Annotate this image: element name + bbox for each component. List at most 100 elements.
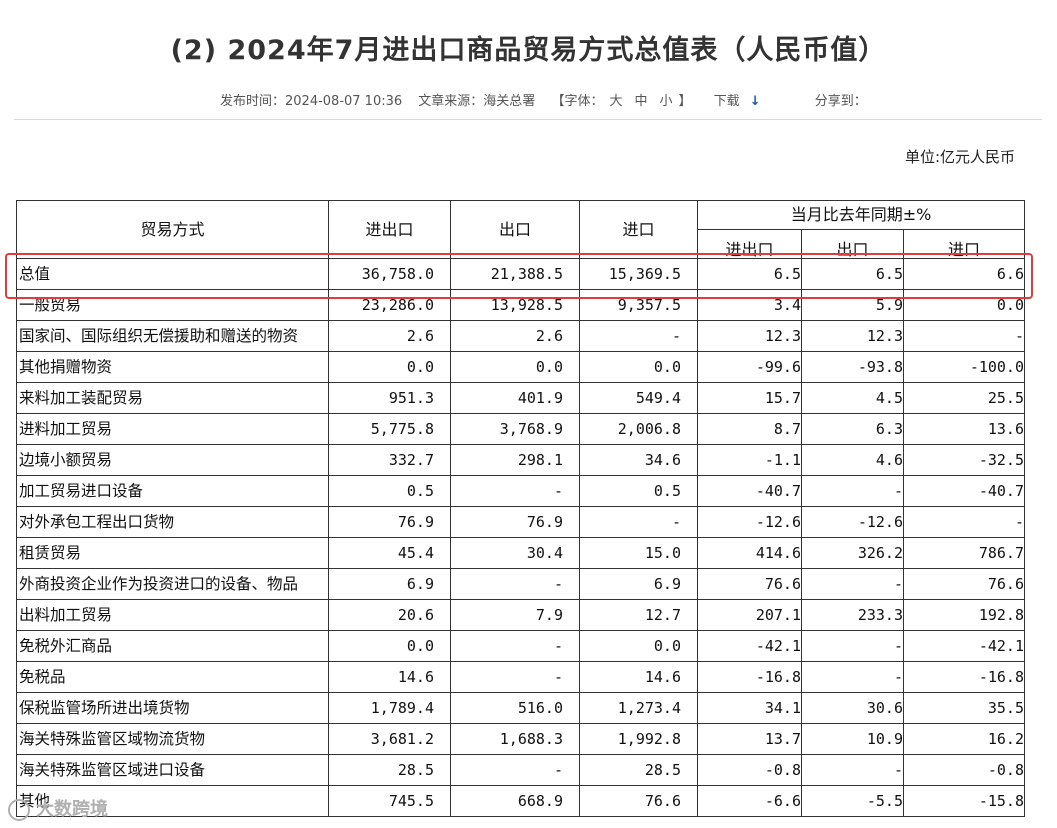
import-value: 0.0 [579,351,698,383]
table-row: 免税品 14.6-14.6 -16.8- -16.8 [16,661,1025,693]
yoy-import-value: 16.2 [903,723,1025,755]
table-row: 海关特殊监管区域物流货物 3,681.2 1,688.3 1,992.8 13.7 10.… [16,723,1025,755]
yoy-import-value: 13.6 [903,413,1025,445]
font-medium-link[interactable]: 中 [634,94,648,109]
yoy-import-value: - [903,320,1025,352]
yoy-export-value: 6.3 [801,413,904,445]
yoy-export-value: 12.3 [801,320,904,352]
trade-table: 贸易方式 进出口 出口 进口 当月比去年同期±% 进出口 出口 进口 总值 36,… [16,200,1025,817]
row-label: 加工贸易进口设备 [16,475,329,507]
yoy-total-value: -0.8 [697,754,802,786]
table-row: 出料加工贸易 20.6 7.9 12.7 207.1 233.3 192.8 [16,599,1025,631]
export-value: - [450,661,580,693]
export-value: 0.0 [450,351,580,383]
export-value: 1,688.3 [450,723,580,755]
total-value: 76.9 [328,506,451,538]
download-button[interactable]: 下载 ↓ [713,94,761,109]
highlight-box [5,253,1033,299]
header-trade-mode: 贸易方式 [16,200,329,259]
yoy-export-value: - [801,661,904,693]
yoy-export-value: - [801,475,904,507]
total-value: 14.6 [328,661,451,693]
yoy-import-value: - [903,506,1025,538]
header-export: 出口 [450,200,580,259]
table-row: 其他 745.5 668.9 76.6 -6.6 -5.5 -15.8 [16,785,1025,817]
yoy-import-value: -40.7 [903,475,1025,507]
export-value: 21,388.5 [450,258,580,290]
font-size-switcher: 【字体：大中小】 [551,94,692,109]
yoy-total-value: -40.7 [697,475,802,507]
font-small-link[interactable]: 小 [659,94,673,109]
publish-time: 发布时间：2024-08-07 10:36 [220,94,403,109]
row-label: 免税外汇商品 [16,630,329,662]
header-yoy: 当月比去年同期±% [697,200,1025,230]
import-value: 15,369.5 [579,258,698,290]
yoy-import-value: -0.8 [903,754,1025,786]
export-value: 30.4 [450,537,580,569]
export-value: 401.9 [450,382,580,414]
table-row: 国家间、国际组织无偿援助和赠送的物资 2.6 2.6-12.3 12.3- [16,320,1025,352]
yoy-import-value: -42.1 [903,630,1025,662]
yoy-total-value: -12.6 [697,506,802,538]
yoy-import-value: 786.7 [903,537,1025,569]
total-value: 332.7 [328,444,451,476]
yoy-total-value: 12.3 [697,320,802,352]
yoy-total-value: -1.1 [697,444,802,476]
import-value: - [579,320,698,352]
download-icon: ↓ [749,94,761,109]
yoy-import-value: -15.8 [903,785,1025,817]
import-value: 34.6 [579,444,698,476]
table-row: 加工贸易进口设备 0.5-0.5 -40.7- -40.7 [16,475,1025,507]
row-label: 来料加工装配贸易 [16,382,329,414]
export-value: 2.6 [450,320,580,352]
row-label: 总值 [16,258,329,290]
yoy-total-value: 8.7 [697,413,802,445]
yoy-import-value: 6.6 [903,258,1025,290]
export-value: 668.9 [450,785,580,817]
export-value: - [450,630,580,662]
import-value: 1,992.8 [579,723,698,755]
table-row: 总值 36,758.0 21,388.5 15,369.5 6.5 6.5 6.6 [16,258,1025,290]
font-large-link[interactable]: 大 [609,94,623,109]
export-value: - [450,475,580,507]
row-label: 对外承包工程出口货物 [16,506,329,538]
total-value: 2.6 [328,320,451,352]
page-title: (2) 2024年7月进出口商品贸易方式总值表（人民币值） [170,35,887,66]
total-value: 5,775.8 [328,413,451,445]
yoy-import-value: 192.8 [903,599,1025,631]
yoy-import-value: -32.5 [903,444,1025,476]
export-value: 7.9 [450,599,580,631]
divider [14,119,1042,120]
table-row: 一般贸易 23,286.0 13,928.5 9,357.5 3.4 5.9 0.0 [16,289,1025,321]
yoy-export-value: 4.5 [801,382,904,414]
article-source: 文章来源：海关总署 [418,94,536,109]
import-value: - [579,506,698,538]
watermark-logo-icon [8,799,30,821]
total-value: 745.5 [328,785,451,817]
export-value: 516.0 [450,692,580,724]
export-value: 3,768.9 [450,413,580,445]
yoy-export-value: 4.6 [801,444,904,476]
unit-label: 单位:亿元人民币 [905,148,1016,166]
header-import: 进口 [579,200,698,259]
import-value: 15.0 [579,537,698,569]
yoy-total-value: -6.6 [697,785,802,817]
export-value: - [450,754,580,786]
header-total: 进出口 [328,200,451,259]
import-value: 549.4 [579,382,698,414]
total-value: 45.4 [328,537,451,569]
yoy-export-value: - [801,630,904,662]
total-value: 1,789.4 [328,692,451,724]
yoy-total-value: 15.7 [697,382,802,414]
yoy-total-value: 34.1 [697,692,802,724]
total-value: 3,681.2 [328,723,451,755]
import-value: 6.9 [579,568,698,600]
total-value: 36,758.0 [328,258,451,290]
export-value: 298.1 [450,444,580,476]
import-value: 14.6 [579,661,698,693]
yoy-export-value: 6.5 [801,258,904,290]
yoy-total-value: 3.4 [697,289,802,321]
table-row: 边境小额贸易 332.7 298.1 34.6 -1.1 4.6 -32.5 [16,444,1025,476]
yoy-total-value: 6.5 [697,258,802,290]
watermark: 大数跨境 [8,795,108,821]
